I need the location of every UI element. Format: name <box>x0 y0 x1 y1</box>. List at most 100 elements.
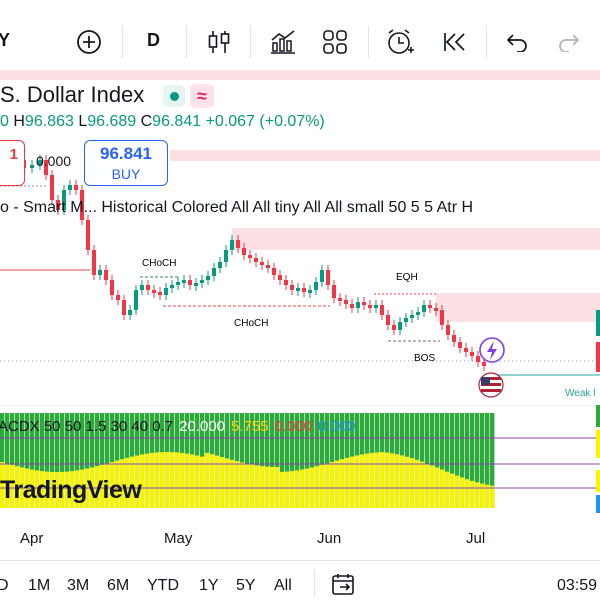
candle-body <box>152 290 156 293</box>
candle-body <box>458 342 462 348</box>
oscillator-legend[interactable]: ACDX 50 50 1.5 30 40 0.7 20.000 5.755 0.000… <box>0 418 356 435</box>
open-value: 0 <box>0 113 9 130</box>
replay-icon[interactable] <box>437 25 471 59</box>
range-5y[interactable]: 5Y <box>236 577 256 594</box>
osc-bar-yellow <box>340 459 345 508</box>
osc-bar-yellow <box>410 458 415 508</box>
clock[interactable]: 03:59 <box>557 577 598 594</box>
market-open-badge[interactable] <box>163 85 185 107</box>
osc-bar-yellow <box>60 471 65 508</box>
range-ytd[interactable]: YTD <box>147 577 179 594</box>
osc-bar-yellow <box>415 459 420 508</box>
osc-bar-yellow <box>55 472 60 508</box>
price-chart[interactable]: CHoCH CHoCH EQH BOS Weak l <box>0 70 600 405</box>
alarm-add-icon[interactable] <box>383 25 417 59</box>
osc-marker-yellow-2 <box>596 470 600 492</box>
osc-bar-yellow <box>95 466 100 508</box>
osc-bar-green <box>235 413 240 508</box>
candle-body <box>272 268 276 275</box>
range-1m[interactable]: 1M <box>28 577 51 594</box>
candle-body <box>446 325 450 335</box>
osc-bar-green <box>290 413 295 508</box>
interval-button[interactable]: D <box>147 30 160 50</box>
osc-bar-yellow <box>120 459 125 508</box>
plus-circle-icon[interactable] <box>72 25 106 59</box>
candle-body <box>212 268 216 276</box>
candle-body <box>416 312 420 315</box>
sell-button[interactable]: 1 <box>0 140 25 186</box>
ohlc-values: 0 H96.863 L96.689 C96.841 +0.067 (+0.07%… <box>0 113 325 131</box>
osc-bar-green <box>295 413 300 508</box>
osc-bar-green <box>95 413 100 508</box>
osc-bar-yellow <box>475 482 480 508</box>
osc-bar-yellow <box>360 454 365 508</box>
osc-bar-yellow <box>290 471 295 508</box>
osc-bar-yellow <box>265 466 270 508</box>
osc-bar-yellow <box>40 471 45 508</box>
range-6m[interactable]: 6M <box>107 577 130 594</box>
candle-body <box>116 295 120 300</box>
range-1d[interactable]: D <box>0 577 9 594</box>
data-badge[interactable]: ≈ <box>190 84 214 108</box>
redo-icon[interactable] <box>552 25 586 59</box>
undo-icon[interactable] <box>500 25 534 59</box>
candlestick-icon[interactable] <box>202 25 236 59</box>
go-to-date-icon[interactable] <box>331 572 357 603</box>
osc-bar-yellow <box>105 463 110 508</box>
candle-body <box>200 280 204 283</box>
tradingview-logo[interactable]: TradingView <box>0 476 142 504</box>
osc-bar-yellow <box>395 454 400 508</box>
osc-bar-green <box>90 413 95 508</box>
buy-button[interactable]: 96.841 BUY <box>84 140 168 186</box>
osc-bar-green <box>460 413 465 508</box>
osc-bar-yellow <box>125 457 130 508</box>
osc-bar-green <box>110 413 115 508</box>
osc-bar-green <box>260 413 265 508</box>
symbol-title[interactable]: S. Dollar Index <box>0 82 145 107</box>
osc-bar-yellow <box>230 459 235 508</box>
spread-value: 0.000 <box>36 153 72 169</box>
range-3m[interactable]: 3M <box>67 577 90 594</box>
candle-body <box>38 160 42 165</box>
candle-body <box>44 160 48 175</box>
osc-bar-green <box>100 413 105 508</box>
candle-body <box>284 280 288 285</box>
candle-body <box>242 248 246 255</box>
osc-bar-green <box>440 413 445 508</box>
layout-grid-icon[interactable] <box>318 25 352 59</box>
supply-zone-top <box>0 70 600 80</box>
eqh-label: EQH <box>396 272 418 283</box>
candle-body <box>422 305 426 312</box>
osc-bar-yellow <box>490 485 495 508</box>
osc-bar-green <box>325 413 330 508</box>
osc-value-4: 0.000 <box>318 418 356 435</box>
oscillator-pane[interactable] <box>0 405 600 515</box>
osc-bar-green <box>50 413 55 508</box>
candle-body <box>254 258 258 262</box>
osc-bar-yellow <box>370 452 375 508</box>
osc-value-3: 0.000 <box>274 418 313 435</box>
osc-bar-green <box>40 413 45 508</box>
indicator-legend[interactable]: o - Smart M... Historical Colored All Al… <box>0 199 474 216</box>
osc-value-1: 20.000 <box>179 418 226 435</box>
osc-bar-yellow <box>150 452 155 508</box>
candle-body <box>326 270 330 285</box>
osc-bar-yellow <box>330 461 335 508</box>
symbol-search[interactable]: Y <box>0 30 11 50</box>
osc-bar-yellow <box>335 460 340 508</box>
candle-body <box>296 288 300 291</box>
range-1y[interactable]: 1Y <box>199 577 219 594</box>
lightning-icon[interactable] <box>479 337 505 363</box>
osc-bar-yellow <box>450 473 455 508</box>
osc-bar-yellow <box>470 480 475 508</box>
osc-bar-yellow <box>220 457 225 508</box>
osc-bar-yellow <box>460 477 465 508</box>
osc-bar-yellow <box>100 464 105 508</box>
indicators-icon[interactable] <box>266 25 300 59</box>
candle-body <box>392 325 396 330</box>
candle-body <box>92 250 96 275</box>
range-all[interactable]: All <box>274 577 292 594</box>
us-flag-icon[interactable] <box>478 372 504 398</box>
osc-bar-yellow <box>350 456 355 508</box>
osc-params: ACDX 50 50 1.5 30 40 0.7 <box>0 418 174 435</box>
